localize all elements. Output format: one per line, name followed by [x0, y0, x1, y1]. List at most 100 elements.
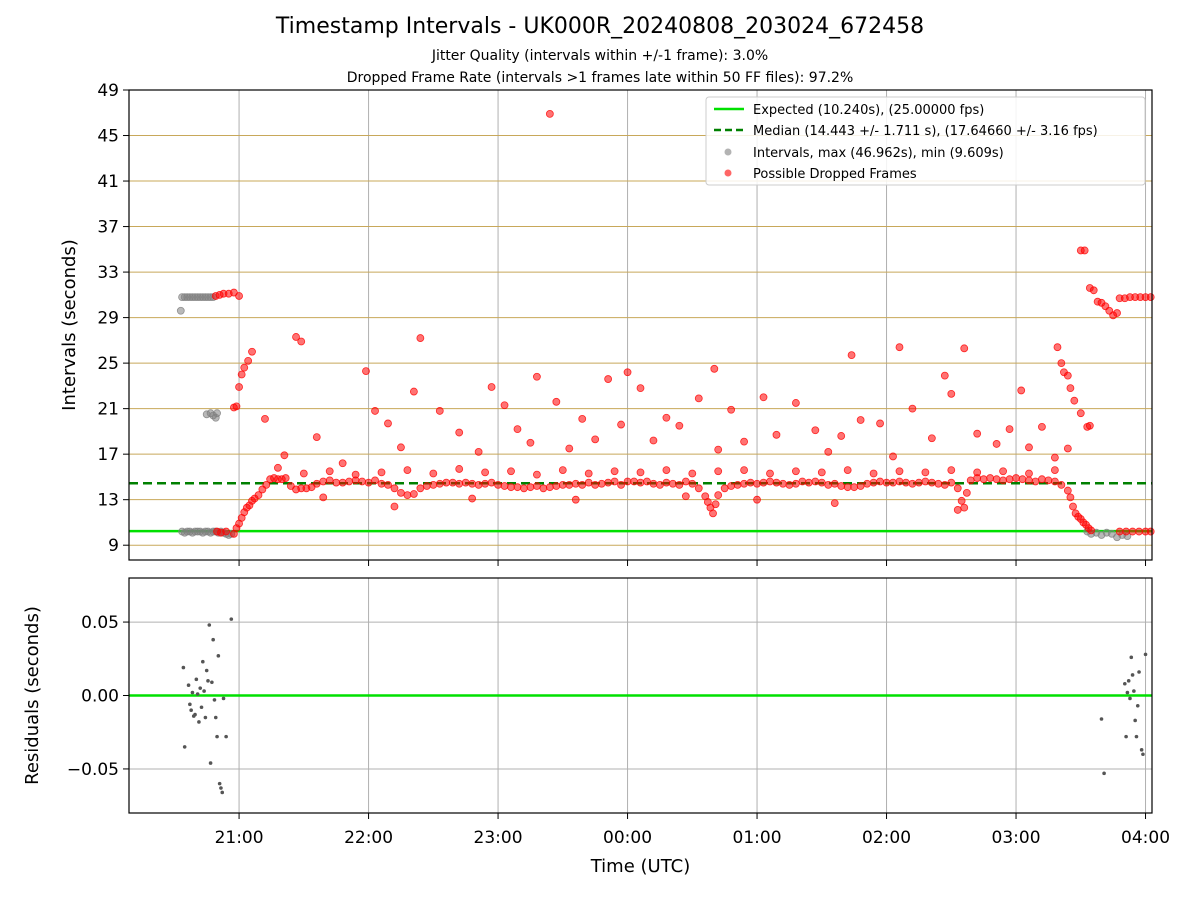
dropped-frame-point-267 — [403, 466, 412, 474]
ytick-label-top-1: 13 — [97, 491, 119, 511]
dropped-frame-point-122 — [837, 482, 846, 490]
dropped-frame-point-272 — [533, 470, 541, 479]
legend-entry-1: Median (14.443 +/- 1.711 s), (17.64660 +… — [753, 124, 1098, 139]
dropped-frame-point-65 — [487, 478, 496, 487]
dropped-frame-point-288 — [947, 466, 956, 474]
dropped-frame-point-202 — [292, 333, 300, 341]
residual-point-10 — [197, 720, 201, 724]
residual-point-29 — [221, 696, 226, 701]
dropped-frame-point-257 — [1005, 425, 1014, 434]
residual-point-34 — [1123, 681, 1127, 686]
dropped-frame-point-286 — [895, 467, 904, 476]
ytick-label-top-0: 9 — [108, 536, 119, 556]
dropped-frame-point-270 — [481, 468, 490, 477]
dropped-frame-point-214 — [1017, 386, 1026, 395]
dropped-frame-point-244 — [772, 430, 781, 439]
residual-point-12 — [199, 705, 204, 710]
dropped-frame-point-249 — [856, 416, 865, 424]
dropped-frame-point-262 — [274, 463, 282, 472]
residual-point-26 — [217, 781, 222, 786]
dropped-frame-point-8 — [222, 527, 231, 536]
residual-point-21 — [211, 637, 215, 642]
dropped-frame-point-25 — [254, 491, 263, 500]
dropped-frame-point-127 — [869, 478, 878, 487]
residual-point-19 — [208, 761, 213, 765]
dropped-frame-point-69 — [513, 483, 522, 492]
ytick-label-bottom-1: 0.00 — [81, 687, 119, 707]
dropped-frame-point-212 — [604, 375, 613, 383]
residual-point-32 — [1099, 717, 1104, 721]
dropped-frame-point-40 — [325, 476, 334, 485]
dropped-frame-point-248 — [837, 432, 846, 440]
dropped-frame-point-19 — [248, 347, 256, 356]
residual-point-47 — [1141, 752, 1145, 757]
dropped-frame-point-52 — [403, 491, 412, 500]
dropped-frame-point-54 — [416, 484, 425, 493]
dropped-frame-point-150 — [1005, 475, 1014, 484]
ytick-label-top-9: 45 — [97, 127, 119, 147]
dropped-frame-point-149 — [999, 476, 1007, 485]
dropped-frame-point-139 — [947, 478, 956, 487]
xtick-label-0: 21:00 — [215, 828, 264, 848]
ytick-label-top-7: 37 — [97, 218, 119, 238]
dropped-frame-point-300 — [753, 495, 761, 504]
dropped-frame-point-128 — [876, 477, 884, 486]
ytick-label-top-2: 17 — [97, 445, 119, 465]
dropped-frame-point-106 — [733, 480, 742, 489]
dropped-frame-point-254 — [947, 389, 956, 398]
dropped-frame-point-263 — [299, 469, 308, 478]
dropped-frame-point-169 — [1053, 343, 1062, 352]
dropped-frame-point-220 — [384, 419, 392, 428]
xtick-label-6: 03:00 — [992, 828, 1041, 848]
dropped-frame-point-280 — [740, 466, 748, 474]
residual-point-20 — [210, 680, 214, 685]
dropped-frame-point-259 — [1038, 422, 1046, 431]
dropped-frame-point-201 — [545, 109, 554, 118]
dropped-frame-point-108 — [746, 478, 755, 487]
dropped-frame-point-227 — [500, 401, 509, 410]
residual-point-44 — [1135, 703, 1140, 708]
dropped-frame-point-175 — [1076, 409, 1085, 418]
dropped-frame-point-179 — [1080, 246, 1089, 255]
dropped-frame-point-209 — [362, 367, 370, 375]
dropped-frame-point-281 — [766, 469, 774, 478]
ytick-label-top-3: 21 — [97, 400, 119, 420]
dropped-frame-point-187 — [1113, 309, 1121, 317]
dropped-frame-point-14 — [232, 402, 241, 411]
dropped-frame-point-71 — [526, 483, 535, 492]
dropped-frame-point-291 — [1025, 469, 1033, 478]
dropped-frame-point-48 — [377, 479, 386, 488]
dropped-frame-point-104 — [720, 484, 729, 493]
top-y-axis-label: Intervals (seconds) — [59, 239, 80, 411]
dropped-frame-point-195 — [1115, 527, 1124, 536]
residual-point-4 — [189, 708, 193, 712]
dropped-frame-point-196 — [1122, 527, 1131, 536]
dropped-frame-point-102 — [711, 500, 720, 509]
dropped-frame-point-78 — [571, 479, 580, 488]
dropped-frame-point-126 — [863, 479, 872, 488]
dropped-frame-point-117 — [804, 478, 813, 487]
dropped-frame-point-90 — [649, 479, 658, 488]
dropped-frame-point-240 — [714, 445, 723, 454]
dropped-frame-point-181 — [1089, 286, 1098, 295]
dropped-frame-point-111 — [766, 477, 774, 486]
dropped-frame-point-226 — [487, 383, 496, 391]
dropped-frame-point-55 — [422, 482, 431, 490]
dropped-frame-point-15 — [235, 383, 243, 391]
xtick-label-2: 23:00 — [474, 828, 523, 848]
dropped-frame-point-53 — [409, 490, 418, 498]
dropped-frame-point-74 — [545, 483, 554, 492]
dropped-frame-point-255 — [973, 429, 982, 438]
residual-point-31 — [229, 617, 234, 621]
dropped-frame-point-137 — [934, 479, 943, 488]
dropped-frame-point-194 — [1146, 293, 1155, 302]
dropped-frame-point-294 — [571, 495, 580, 504]
dropped-frame-point-200 — [1146, 527, 1155, 536]
dropped-frame-point-273 — [558, 466, 567, 474]
dropped-frame-point-59 — [448, 478, 457, 487]
residual-point-11 — [198, 686, 203, 690]
dropped-frame-point-265 — [351, 470, 360, 479]
dropped-frame-point-45 — [358, 477, 366, 486]
residual-point-16 — [204, 668, 209, 673]
dropped-frame-point-211 — [623, 368, 632, 377]
